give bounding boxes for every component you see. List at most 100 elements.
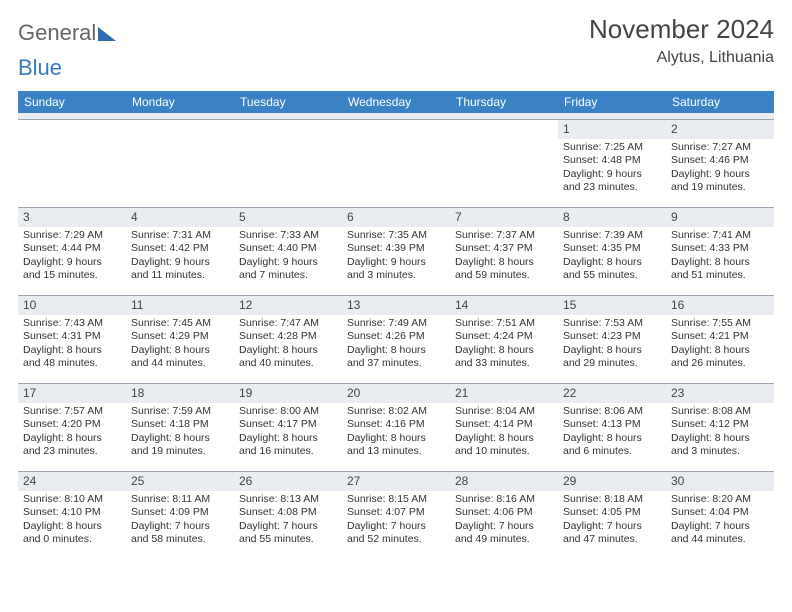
calendar-cell: 11Sunrise: 7:45 AMSunset: 4:29 PMDayligh… [126,295,234,383]
sunrise-text: Sunrise: 8:11 AM [131,493,229,506]
sunset-text: Sunset: 4:37 PM [455,242,553,255]
sunset-text: Sunset: 4:29 PM [131,330,229,343]
day-number: 4 [126,208,234,227]
sunrise-text: Sunrise: 8:10 AM [23,493,121,506]
sunset-text: Sunset: 4:40 PM [239,242,337,255]
calendar-cell: 20Sunrise: 8:02 AMSunset: 4:16 PMDayligh… [342,383,450,471]
calendar-cell: 16 Sunrise: 7:55 AMSunset: 4:21 PMDayligh… [666,295,774,383]
daylight-text: Daylight: 8 hours and 40 minutes. [239,344,337,371]
sunset-text: Sunset: 4:14 PM [455,418,553,431]
calendar-cell: 13Sunrise: 7:49 AMSunset: 4:26 PMDayligh… [342,295,450,383]
daylight-text: Daylight: 7 hours and 55 minutes. [239,520,337,547]
daylight-text: Daylight: 7 hours and 47 minutes. [563,520,661,547]
calendar-cell: 6Sunrise: 7:35 AMSunset: 4:39 PMDaylight… [342,207,450,295]
sunrise-text: Sunrise: 7:55 AM [671,317,769,330]
calendar-cell: 1Sunrise: 7:25 AMSunset: 4:48 PMDaylight… [558,119,666,207]
day-number: 19 [234,384,342,403]
calendar-week: 10Sunrise: 7:43 AMSunset: 4:31 PMDayligh… [18,295,774,383]
day-number: 9 [666,208,774,227]
day-number: 26 [234,472,342,491]
daylight-text: Daylight: 7 hours and 58 minutes. [131,520,229,547]
calendar-cell: 4Sunrise: 7:31 AMSunset: 4:42 PMDaylight… [126,207,234,295]
sunrise-text: Sunrise: 8:16 AM [455,493,553,506]
daylight-text: Daylight: 8 hours and 6 minutes. [563,432,661,459]
sunrise-text: Sunrise: 7:31 AM [131,229,229,242]
weekday-header: Friday [558,91,666,113]
sunset-text: Sunset: 4:20 PM [23,418,121,431]
sunrise-text: Sunrise: 8:04 AM [455,405,553,418]
calendar-body: .....1Sunrise: 7:25 AMSunset: 4:48 PMDay… [18,113,774,559]
day-number: 22 [558,384,666,403]
day-number: 17 [18,384,126,403]
daylight-text: Daylight: 7 hours and 52 minutes. [347,520,445,547]
sunrise-text: Sunrise: 8:06 AM [563,405,661,418]
calendar-cell: 7 Sunrise: 7:37 AMSunset: 4:37 PMDaylight… [450,207,558,295]
month-title: November 2024 [589,14,774,45]
daylight-text: Daylight: 8 hours and 44 minutes. [131,344,229,371]
daylight-text: Daylight: 9 hours and 19 minutes. [671,168,769,195]
daylight-text: Daylight: 8 hours and 23 minutes. [23,432,121,459]
sunset-text: Sunset: 4:46 PM [671,154,769,167]
day-number: 16 [666,296,774,315]
weekday-header: Wednesday [342,91,450,113]
daylight-text: Daylight: 8 hours and 37 minutes. [347,344,445,371]
day-number: 1 [558,120,666,139]
daylight-text: Daylight: 8 hours and 0 minutes. [23,520,121,547]
day-number: 7 [450,208,558,227]
day-number: 13 [342,296,450,315]
sunset-text: Sunset: 4:24 PM [455,330,553,343]
calendar-cell: 27Sunrise: 8:15 AMSunset: 4:07 PMDayligh… [342,471,450,559]
sunrise-text: Sunrise: 7:29 AM [23,229,121,242]
daylight-text: Daylight: 8 hours and 26 minutes. [671,344,769,371]
daylight-text: Daylight: 9 hours and 3 minutes. [347,256,445,283]
sunset-text: Sunset: 4:42 PM [131,242,229,255]
daylight-text: Daylight: 8 hours and 51 minutes. [671,256,769,283]
sunset-text: Sunset: 4:17 PM [239,418,337,431]
sunrise-text: Sunrise: 7:51 AM [455,317,553,330]
daylight-text: Daylight: 8 hours and 55 minutes. [563,256,661,283]
calendar-cell: 23Sunrise: 8:08 AMSunset: 4:12 PMDayligh… [666,383,774,471]
location: Alytus, Lithuania [589,49,774,67]
sunset-text: Sunset: 4:16 PM [347,418,445,431]
sunset-text: Sunset: 4:48 PM [563,154,661,167]
sunrise-text: Sunrise: 8:02 AM [347,405,445,418]
day-number: 11 [126,296,234,315]
day-number: 15 [558,296,666,315]
sunrise-text: Sunrise: 8:20 AM [671,493,769,506]
weekday-header: Sunday [18,91,126,113]
day-number: 20 [342,384,450,403]
calendar-cell: 17Sunrise: 7:57 AMSunset: 4:20 PMDayligh… [18,383,126,471]
sunrise-text: Sunrise: 7:47 AM [239,317,337,330]
sunset-text: Sunset: 4:23 PM [563,330,661,343]
sunrise-text: Sunrise: 8:18 AM [563,493,661,506]
logo: General [18,14,116,46]
day-number: 30 [666,472,774,491]
calendar-cell: 18Sunrise: 7:59 AMSunset: 4:18 PMDayligh… [126,383,234,471]
sunset-text: Sunset: 4:06 PM [455,506,553,519]
daylight-text: Daylight: 8 hours and 59 minutes. [455,256,553,283]
day-number: 12 [234,296,342,315]
daylight-text: Daylight: 9 hours and 7 minutes. [239,256,337,283]
sunset-text: Sunset: 4:08 PM [239,506,337,519]
sunrise-text: Sunrise: 7:53 AM [563,317,661,330]
calendar-cell: 10Sunrise: 7:43 AMSunset: 4:31 PMDayligh… [18,295,126,383]
day-number: 6 [342,208,450,227]
day-number: 21 [450,384,558,403]
sunset-text: Sunset: 4:21 PM [671,330,769,343]
weekday-header: Monday [126,91,234,113]
calendar-cell: 21 Sunrise: 8:04 AMSunset: 4:14 PMDayligh… [450,383,558,471]
calendar-cell: 5Sunrise: 7:33 AMSunset: 4:40 PMDaylight… [234,207,342,295]
calendar-cell: . [342,119,450,207]
sunset-text: Sunset: 4:09 PM [131,506,229,519]
sunrise-text: Sunrise: 7:37 AM [455,229,553,242]
sunrise-text: Sunrise: 8:08 AM [671,405,769,418]
logo-triangle-icon [98,27,116,41]
daylight-text: Daylight: 8 hours and 10 minutes. [455,432,553,459]
day-number: 3 [18,208,126,227]
sunset-text: Sunset: 4:28 PM [239,330,337,343]
day-number: 23 [666,384,774,403]
daylight-text: Daylight: 7 hours and 49 minutes. [455,520,553,547]
weekday-header: Tuesday [234,91,342,113]
calendar-cell: . [450,119,558,207]
sunset-text: Sunset: 4:35 PM [563,242,661,255]
